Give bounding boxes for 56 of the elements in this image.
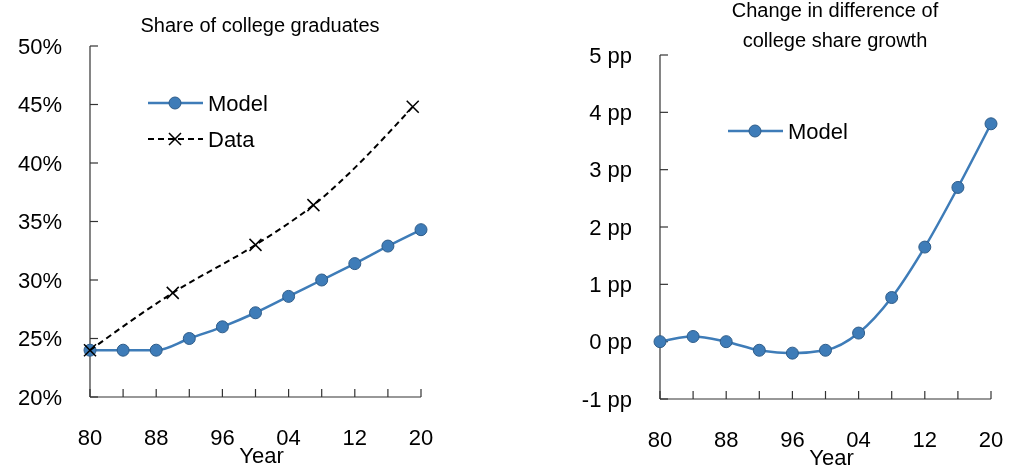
x-tick-label: 96 (210, 425, 235, 450)
point (405, 100, 420, 114)
x-tick-label: 04 (276, 425, 301, 450)
x-tick-label: 80 (647, 427, 673, 452)
y-tick-label: 50% (17, 33, 62, 59)
point (852, 326, 866, 340)
point (166, 286, 180, 300)
y-tick-label: 3 pp (589, 157, 632, 183)
point (414, 223, 428, 237)
y-tick-label: 1 pp (589, 272, 632, 298)
point (249, 306, 262, 320)
y-tick-label: 30% (17, 267, 62, 293)
y-tick-label: 35% (17, 209, 62, 235)
x-tick-label: 12 (342, 425, 368, 450)
x-tick-label: 88 (143, 425, 169, 450)
point (885, 291, 899, 305)
legend-label: Model (788, 118, 848, 144)
y-tick-label: 20% (17, 384, 62, 410)
point (918, 240, 932, 254)
legend-label: Data (208, 126, 256, 152)
point (653, 335, 667, 349)
y-tick-label: 5 pp (589, 42, 632, 68)
point (951, 180, 965, 194)
point (116, 343, 130, 357)
point (686, 330, 700, 344)
y-tick-label: -1 pp (581, 386, 632, 412)
y-tick-label: 40% (17, 150, 62, 176)
chart-title: Change in difference of college share growth (731, 0, 939, 51)
y-tick-label: 2 pp (589, 214, 632, 240)
legend-label: Model (208, 90, 268, 116)
point (282, 289, 296, 303)
chart-title: Share of college graduates (140, 14, 380, 36)
y-tick-label: 45% (17, 92, 62, 118)
x-tick-label: 20 (408, 425, 434, 450)
point (719, 335, 733, 349)
point (785, 346, 799, 360)
x-tick-label: 20 (978, 427, 1004, 452)
y-tick-label: 0 pp (589, 329, 632, 355)
x-tick-label: 80 (77, 425, 103, 450)
point (381, 239, 395, 253)
x-tick-label: 04 (846, 427, 871, 452)
y-tick-label: 25% (17, 326, 62, 352)
point (182, 332, 196, 345)
point (248, 238, 263, 252)
point (819, 343, 832, 357)
point (215, 320, 229, 334)
point (984, 117, 998, 131)
point (348, 257, 362, 271)
y-tick-label: 4 pp (589, 100, 632, 126)
x-tick-label: 12 (912, 427, 938, 452)
x-tick-label: 88 (713, 427, 739, 452)
x-tick-label: 96 (780, 427, 805, 452)
point (149, 343, 163, 357)
point (315, 273, 329, 287)
point (752, 343, 766, 357)
point (306, 198, 321, 212)
